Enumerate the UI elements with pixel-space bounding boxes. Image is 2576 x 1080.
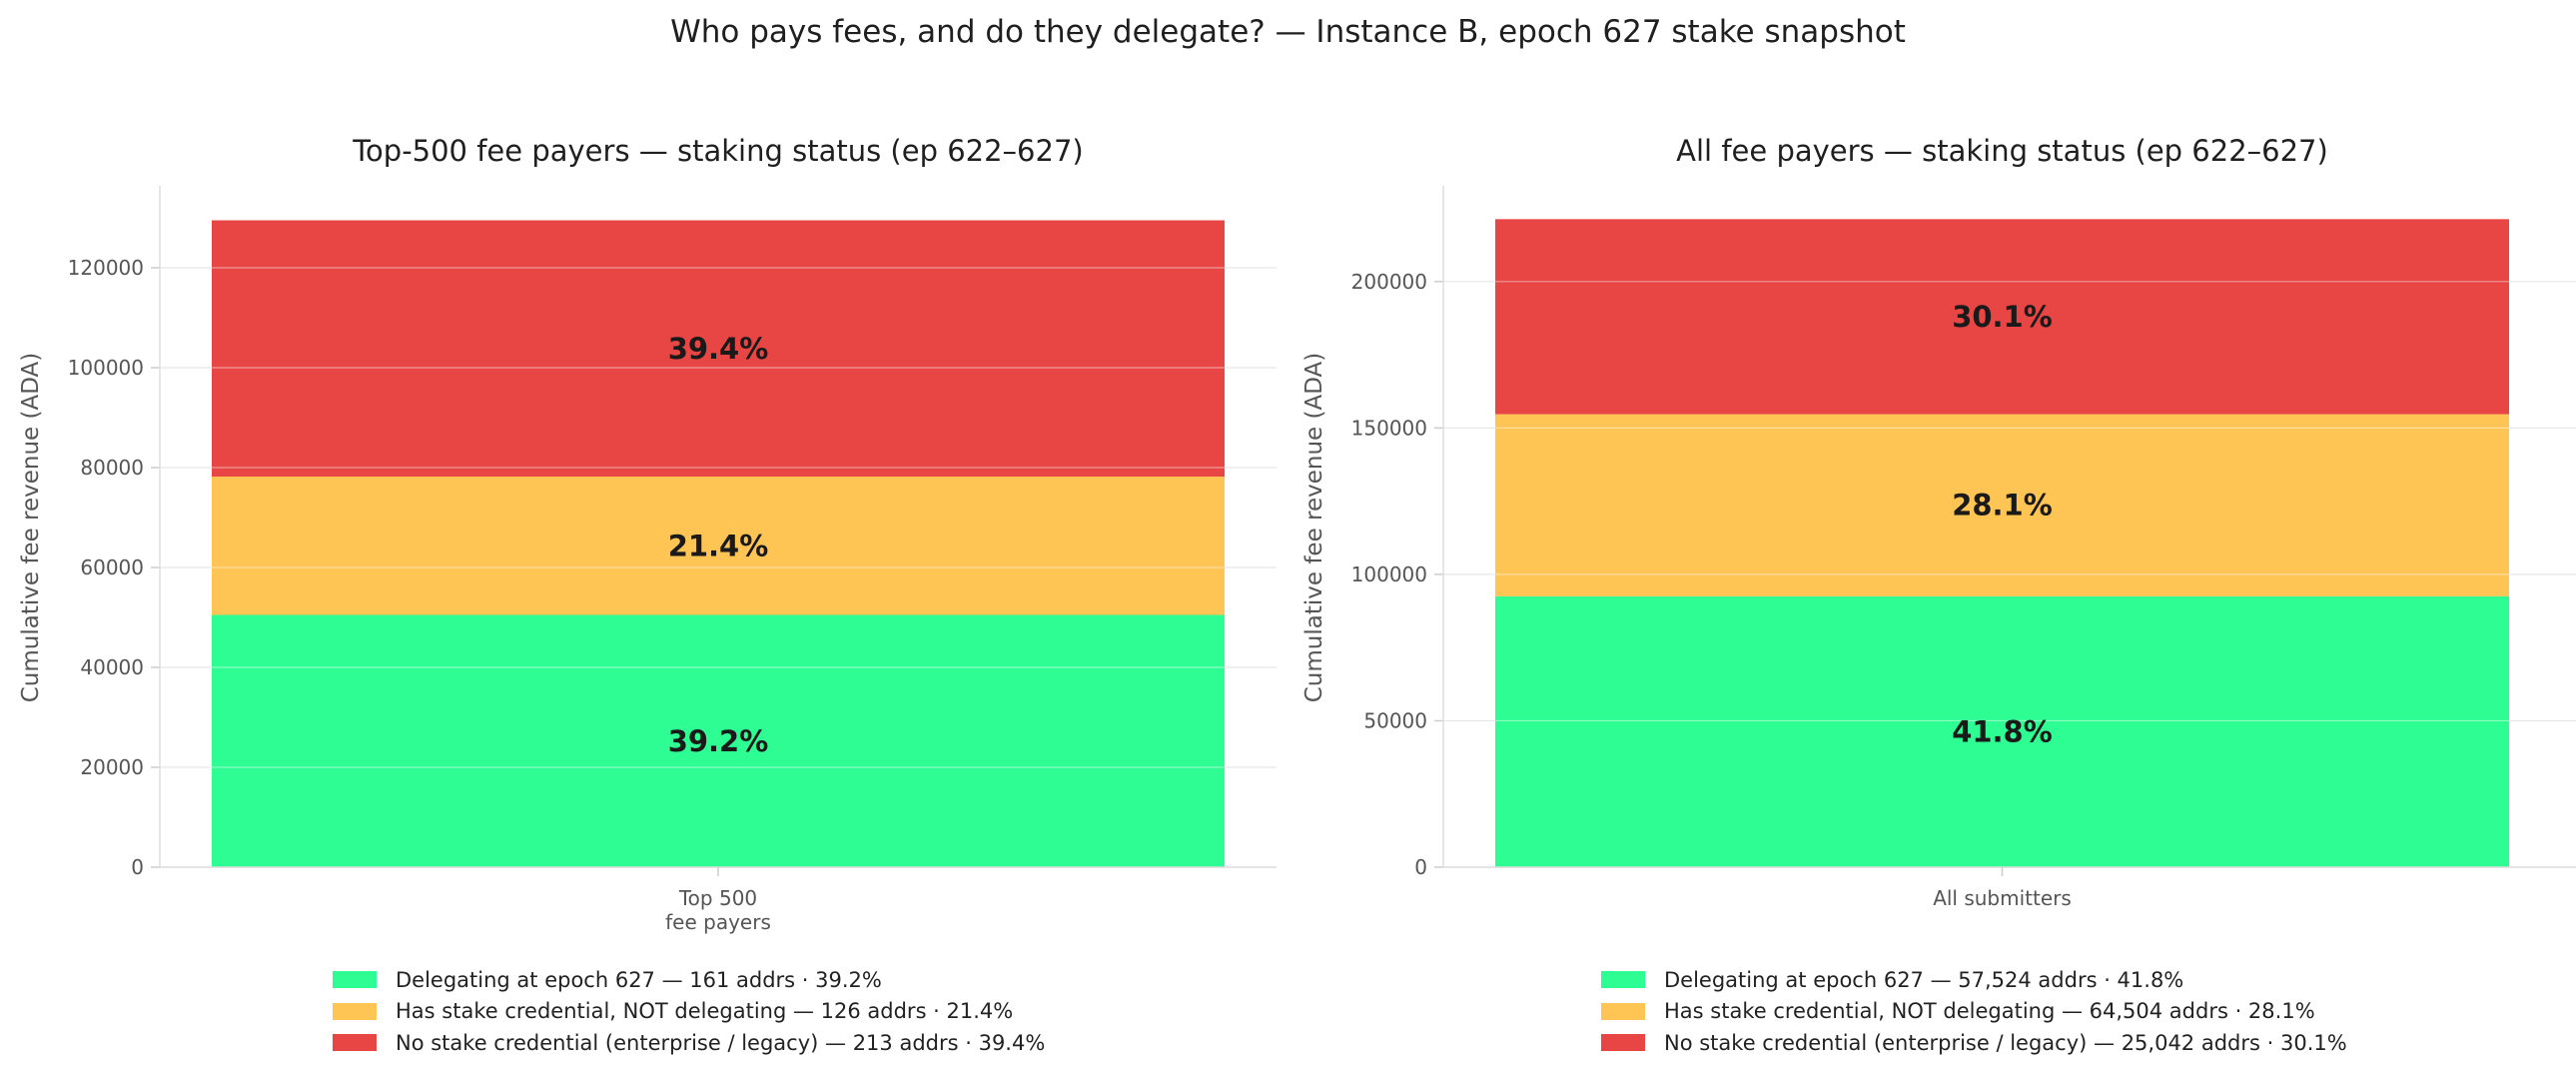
y-tick-label: 200000 xyxy=(1351,270,1427,294)
x-tick-label: All submitters xyxy=(1933,886,2072,910)
data-label-delegating: 41.8% xyxy=(1952,714,2053,748)
legend-swatch-no-credential xyxy=(333,1034,377,1052)
legend-label-not-delegating: Has stake credential, NOT delegating — 1… xyxy=(396,999,1014,1024)
legend-item-no-credential: No stake credential (enterprise / legacy… xyxy=(1601,1027,2347,1059)
x-tick-label: Top 500 xyxy=(678,886,757,910)
y-axis-label: Cumulative fee revenue (ADA) xyxy=(1301,353,1327,703)
bar-segment-not-delegating xyxy=(1495,414,2509,596)
bar-segment-no-credential xyxy=(1495,219,2509,415)
data-label-delegating: 39.2% xyxy=(668,724,769,758)
legend-swatch-delegating xyxy=(1601,971,1645,989)
bar-segment-delegating xyxy=(212,614,1225,867)
y-tick-label: 100000 xyxy=(1351,562,1427,586)
y-tick-label: 0 xyxy=(1414,855,1427,879)
y-tick-label: 120000 xyxy=(68,256,144,280)
legend-top500: Delegating at epoch 627 — 161 addrs · 39… xyxy=(333,964,1045,1059)
legend-item-not-delegating: Has stake credential, NOT delegating — 1… xyxy=(333,996,1045,1028)
y-tick-label: 0 xyxy=(131,855,144,879)
legend-item-delegating: Delegating at epoch 627 — 161 addrs · 39… xyxy=(333,964,1045,996)
bar-segment-delegating xyxy=(1495,595,2509,867)
bar-segment-not-delegating xyxy=(212,477,1225,615)
chart-panel-all: All fee payers — staking status (ep 622–… xyxy=(1301,134,2576,910)
chart-panel-top500: Top-500 fee payers — staking status (ep … xyxy=(18,134,1277,934)
y-tick-label: 100000 xyxy=(68,356,144,380)
figure-title: Who pays fees, and do they delegate? — I… xyxy=(670,14,1906,50)
data-label-no-credential: 30.1% xyxy=(1952,300,2053,334)
legend-swatch-no-credential xyxy=(1601,1034,1645,1052)
legend-item-no-credential: No stake credential (enterprise / legacy… xyxy=(333,1027,1045,1059)
chart-title: Top-500 fee payers — staking status (ep … xyxy=(352,134,1083,168)
chart-title: All fee payers — staking status (ep 622–… xyxy=(1676,134,2328,168)
legend-item-delegating: Delegating at epoch 627 — 57,524 addrs ·… xyxy=(1601,964,2347,996)
legend-swatch-not-delegating xyxy=(1601,1002,1645,1020)
legend-all: Delegating at epoch 627 — 57,524 addrs ·… xyxy=(1601,964,2347,1059)
y-tick-label: 40000 xyxy=(80,655,144,679)
y-axis-label: Cumulative fee revenue (ADA) xyxy=(18,353,44,703)
data-label-no-credential: 39.4% xyxy=(668,332,769,366)
legend-label-no-credential: No stake credential (enterprise / legacy… xyxy=(396,1030,1046,1055)
legend-label-delegating: Delegating at epoch 627 — 57,524 addrs ·… xyxy=(1664,967,2184,992)
y-tick-label: 80000 xyxy=(80,456,144,480)
legend-swatch-delegating xyxy=(333,971,377,989)
y-tick-label: 20000 xyxy=(80,755,144,779)
data-label-not-delegating: 28.1% xyxy=(1952,489,2053,523)
bar-segment-no-credential xyxy=(212,220,1225,477)
legend-label-not-delegating: Has stake credential, NOT delegating — 6… xyxy=(1664,999,2315,1024)
legend-label-no-credential: No stake credential (enterprise / legacy… xyxy=(1664,1030,2347,1055)
legend-item-not-delegating: Has stake credential, NOT delegating — 6… xyxy=(1601,996,2347,1028)
y-tick-label: 150000 xyxy=(1351,416,1427,440)
y-tick-label: 50000 xyxy=(1363,708,1427,732)
x-tick-label: fee payers xyxy=(665,910,771,934)
legend-swatch-not-delegating xyxy=(333,1002,377,1020)
y-tick-label: 60000 xyxy=(80,555,144,579)
legend-label-delegating: Delegating at epoch 627 — 161 addrs · 39… xyxy=(396,967,882,992)
data-label-not-delegating: 21.4% xyxy=(668,529,769,562)
